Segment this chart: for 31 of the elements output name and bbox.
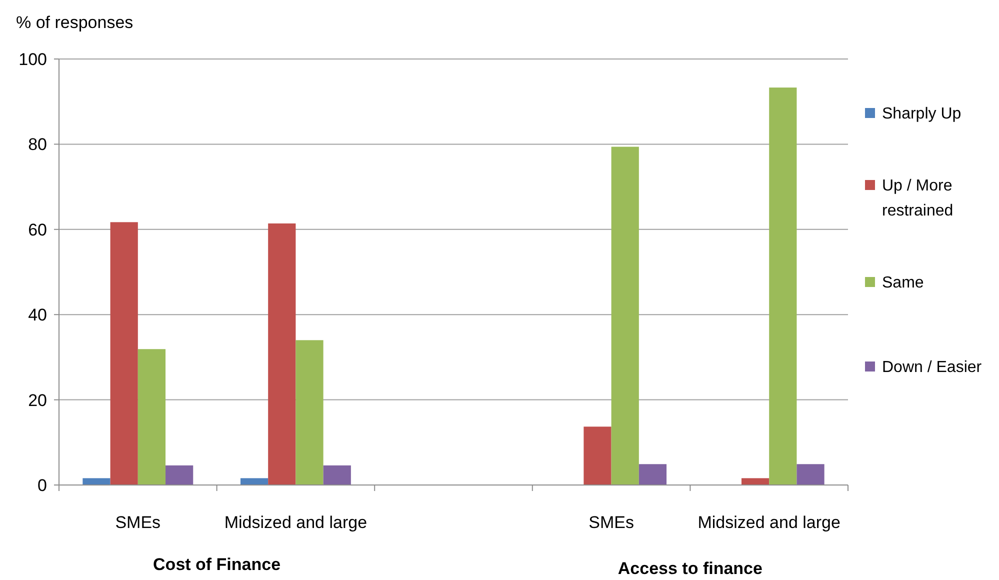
text: Cost of Finance <box>153 555 281 574</box>
y-tick-label: 100 <box>18 50 47 69</box>
bar <box>268 223 296 485</box>
x-tick-label: SMEs <box>115 513 161 532</box>
x-tick-label: Midsized and large <box>224 513 368 532</box>
x-tick-label: Midsized and large <box>698 513 840 532</box>
bar <box>584 426 612 485</box>
bar <box>166 465 194 485</box>
y-tick-label: 60 <box>28 220 47 240</box>
bar <box>110 222 138 485</box>
legend-label: Down / Easier <box>882 359 982 376</box>
legend-label: Sharply Up <box>882 106 962 123</box>
bar <box>741 478 770 485</box>
legend-label: Same <box>882 274 924 292</box>
y-axis-title: % of responses <box>16 13 134 32</box>
bar <box>82 478 110 485</box>
bar <box>769 88 797 485</box>
text: Access to finance <box>618 559 762 578</box>
y-tick-label: 40 <box>28 306 47 325</box>
bar <box>240 478 268 485</box>
bar <box>323 465 351 485</box>
y-tick-label: 20 <box>28 390 47 410</box>
bar <box>796 464 824 485</box>
legend-label: Up / More restrained <box>882 178 954 220</box>
bar <box>138 349 166 485</box>
bar <box>611 146 639 485</box>
y-tick-label: 0 <box>38 476 47 495</box>
x-tick-label: SMEs <box>588 513 634 532</box>
bar <box>638 464 667 485</box>
y-tick-label: 80 <box>28 135 47 154</box>
bar <box>296 340 324 485</box>
